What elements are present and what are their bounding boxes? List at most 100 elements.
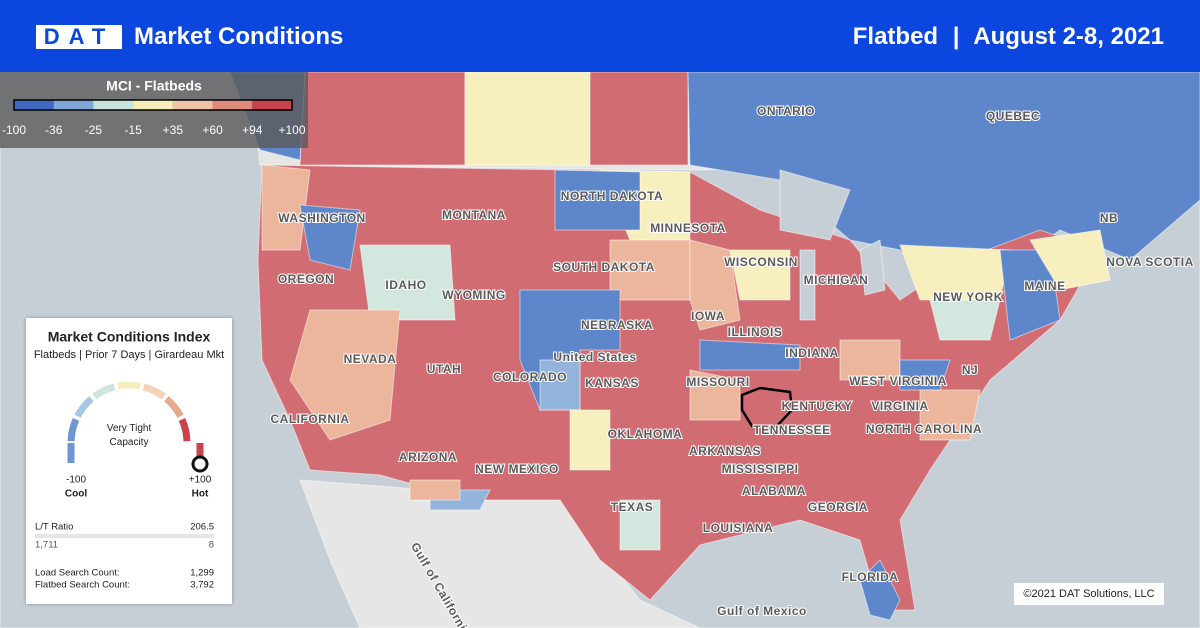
header: DAT Market Conditions Flatbed | August 2… [0,0,1200,72]
map-label: NOVA SCOTIA [1106,255,1194,269]
map-label: WISCONSIN [724,255,798,269]
gauge-segment [117,381,141,390]
map-region [779,169,851,241]
map-label: MICHIGAN [804,273,869,287]
map-region [409,479,461,501]
map-label: MINNESOTA [650,221,726,235]
map-label: FLORIDA [842,570,899,584]
legend-label: -25 [85,123,103,137]
map-region [699,339,801,371]
truck-search-label: Flatbed Search Count: [35,580,130,591]
legend-swatch [133,100,173,110]
map-region [689,239,741,331]
map-label: NEW YORK [933,290,1003,304]
load-search-label: Load Search Count: [35,568,120,579]
max-label: +100 [189,475,212,486]
map-label: WYOMING [442,288,506,302]
map-region [729,249,791,301]
gauge-segment [92,383,116,400]
map-label: QUEBEC [986,109,1040,123]
min-label: -100 [66,475,86,486]
map-label: MISSOURI [686,375,749,389]
map-region [689,369,741,421]
map-label: INDIANA [785,346,839,360]
map-region [589,71,689,166]
map-label: IOWA [691,309,725,323]
map-region [261,164,311,251]
map-label: ALABAMA [742,484,806,498]
legend-label: -15 [124,123,142,137]
legend-label: +60 [202,123,223,137]
brand-logo: DAT [36,25,122,49]
gauge-segment [74,396,94,419]
truck-search-value: 3,792 [190,580,214,591]
legend-swatch [212,100,253,110]
map-label: COLORADO [493,370,567,384]
legend: MCI - Flatbeds -100 -36 -25 -15 +35 +60 +94 +10… [0,72,308,148]
map-region [569,409,611,471]
mci-card: Market Conditions Index Flatbeds | Prior… [26,318,232,604]
map-label: ILLINOIS [728,325,783,339]
ratio-label: L/T Ratio [35,522,73,533]
legend-label: -100 [2,123,26,137]
map-label: NB [1100,211,1118,225]
date: August 2-8, 2021 [973,23,1164,50]
legend-swatch [14,100,54,110]
map-label: NEVADA [344,352,397,366]
header-right: Flatbed | August 2-8, 2021 [853,23,1164,51]
min-text: Cool [65,489,87,500]
legend-swatch [252,100,292,110]
legend-frame [13,99,293,111]
map-label: WASHINGTON [278,211,365,225]
map-label: NEBRASKA [581,318,653,332]
map-label: TEXAS [611,500,654,514]
legend-graphic: MCI - Flatbeds -100 -36 -25 -15 +35 +60 +94 +10… [2,78,306,137]
map-region [359,244,456,321]
ratio-value: 206.5 [190,522,214,533]
gauge-segment [142,383,166,400]
map-label: NORTH CAROLINA [866,422,982,436]
legend-swatch [93,100,134,110]
ratio-bar [35,534,214,538]
map-label: SOUTH DAKOTA [553,260,655,274]
map-label: OKLAHOMA [608,427,683,441]
map-label: GEORGIA [808,500,868,514]
map-label: United States [553,350,636,364]
map-label: VIRGINIA [871,399,928,413]
legend-label: +100 [278,123,305,137]
max-text: Hot [192,489,209,500]
product: Flatbed [852,23,939,50]
map-label: MISSISSIPPI [722,462,799,476]
legend-label: +94 [242,123,263,137]
map-region [554,169,641,231]
copyright: ©2021 DAT Solutions, LLC [1014,583,1164,605]
map-label: Gulf of Mexico [717,604,807,618]
map-label: LOUISIANA [703,521,774,535]
map-label: MONTANA [442,208,506,222]
legend-title: MCI - Flatbeds [106,78,202,94]
map-region [539,359,581,411]
gauge-segment [178,417,191,442]
legend-swatch [53,100,94,110]
map-label: WEST VIRGINIA [849,374,947,388]
map-label: ONTARIO [757,104,815,118]
map-region [929,299,1001,341]
map-label: ARIZONA [399,450,457,464]
gauge-segment [67,417,80,442]
map-label: NORTH DAKOTA [561,189,663,203]
map-region [619,499,661,551]
map-region [859,239,886,296]
map-label: MAINE [1024,279,1065,293]
map-label: UTAH [427,362,461,376]
map-region [799,249,816,321]
map-label: TENNESSEE [753,423,830,437]
header-title: Market Conditions [134,23,344,50]
map-region [859,559,901,621]
map-region [919,389,981,441]
card-graphic: Market Conditions Index Flatbeds | Prior… [34,329,224,591]
map-label: CALIFORNIA [271,412,350,426]
legend-label: -36 [45,123,63,137]
map-label: ARKANSAS [689,444,761,458]
